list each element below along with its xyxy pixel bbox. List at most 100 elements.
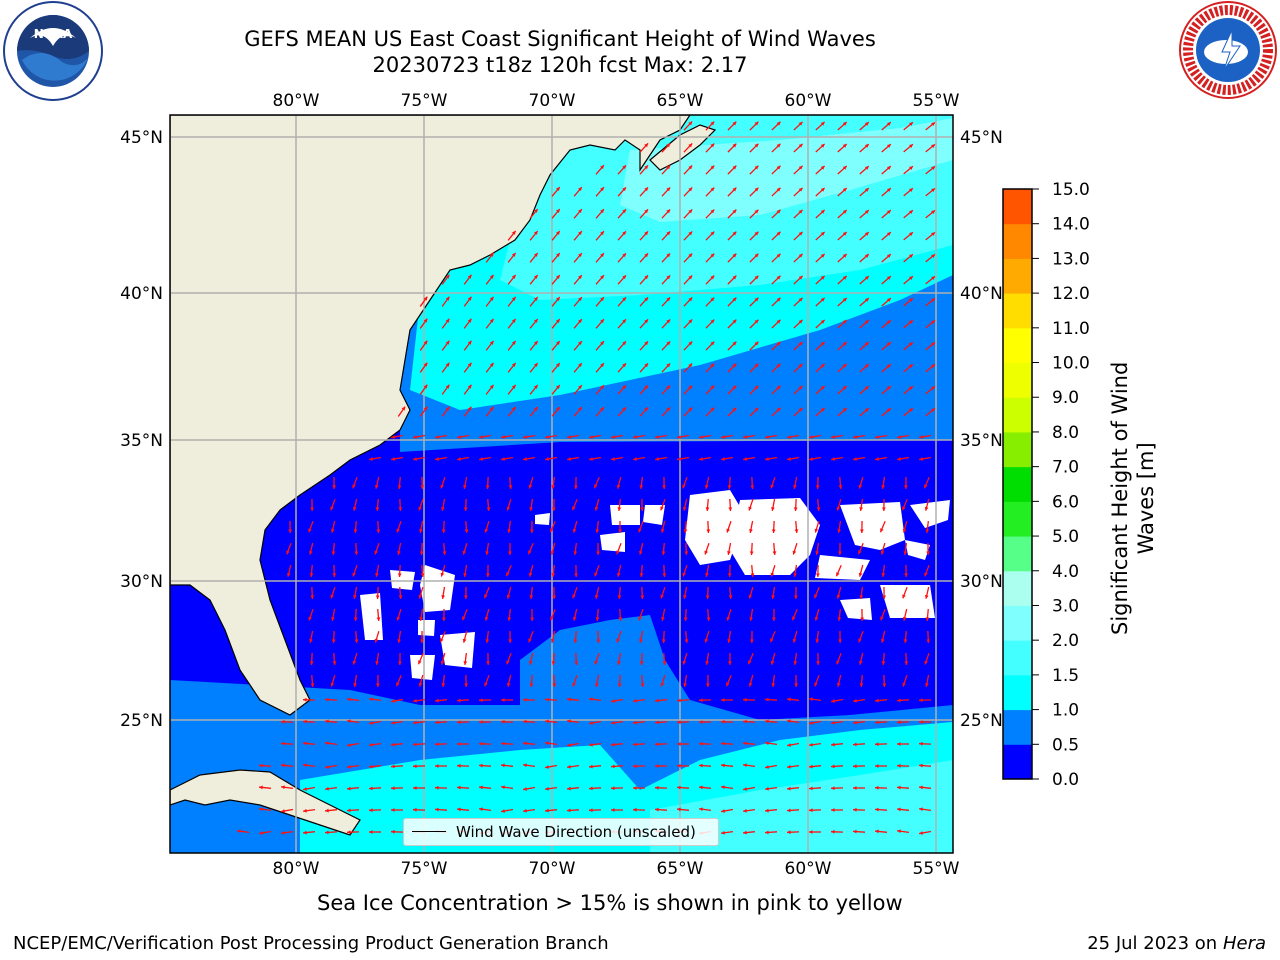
wave-direction-arrowhead [919,457,923,461]
wave-direction-arrowhead [798,341,803,346]
wave-direction-arrowhead [683,683,688,687]
wave-direction-arrowhead [897,807,901,812]
wave-direction-arrowhead [902,594,906,599]
wave-direction-arrowhead [831,742,835,747]
wave-direction-arrowhead [633,698,637,703]
wave-direction-arrowhead [467,318,472,323]
wave-direction-arrowhead [353,595,357,599]
wave-direction-arrowhead [886,408,891,412]
wave-direction-arrowhead [765,830,769,835]
wave-direction-arrowhead [732,121,737,126]
wave-direction-arrowhead [511,318,516,323]
wave-direction-arrowhead [776,121,781,126]
wave-direction-arrowhead [545,435,549,439]
wave-direction-arrowhead [281,741,285,746]
wave-direction-arrowhead [710,341,715,346]
wave-direction-arrowhead [666,231,671,236]
wave-direction-arrowhead [616,484,621,489]
wave-direction-arrowhead [441,595,446,599]
wave-direction-arrowhead [776,363,781,368]
wave-direction-arrowhead [551,573,556,577]
wave-direction-arrowhead [325,741,329,746]
wave-direction-arrowhead [533,253,538,257]
wave-direction-arrowhead [931,298,935,303]
wave-direction-arrowhead [864,144,869,148]
wave-direction-arrowhead [902,616,907,621]
wave-direction-arrowhead [683,595,687,599]
wave-direction-arrowhead [511,340,516,345]
wave-direction-arrowhead [814,616,819,621]
wave-direction-arrowhead [798,275,803,280]
wave-direction-arrowhead [666,363,671,368]
wave-direction-arrowhead [567,697,571,702]
wave-direction-arrowhead [831,808,835,812]
wave-direction-arrowhead [743,830,747,835]
wave-direction-arrowhead [792,616,796,621]
wave-direction-arrowhead [479,807,483,812]
wave-direction-arrowhead [589,786,593,791]
wave-direction-arrowhead [842,232,847,236]
lat-tick-label-right: 25°N [960,711,1003,731]
wave-direction-arrowhead [352,572,357,577]
wave-direction-arrowhead [281,763,285,768]
wave-direction-arrowhead [882,683,887,687]
wave-direction-arrowhead [578,385,582,390]
wave-direction-arrowhead [457,457,461,461]
wave-direction-arrowhead [926,551,931,555]
colorbar-tick-label: 10.0 [1052,354,1090,374]
wave-direction-arrowhead [754,231,759,236]
wave-direction-arrowhead [688,341,693,346]
wave-direction-arrowhead [413,435,417,439]
lat-tick-label-left: 30°N [120,572,163,592]
wave-direction-arrowhead [288,529,293,533]
wave-direction-arrowhead [771,617,776,621]
wave-direction-arrowhead [556,187,560,191]
wave-direction-arrowhead [853,764,857,769]
wave-direction-arrowhead [682,572,687,577]
wave-direction-arrowhead [616,572,621,577]
wave-direction-arrowhead [622,341,626,346]
wave-direction-arrowhead [931,320,935,325]
wave-direction-arrowhead [732,363,737,368]
wave-direction-arrowhead [551,507,556,511]
wave-direction-arrowhead [530,617,535,621]
wave-direction-arrowhead [776,187,781,192]
wave-direction-arrowhead [838,639,843,643]
wave-direction-arrowhead [908,254,913,258]
wave-direction-arrowhead [776,385,781,390]
wave-direction-arrowhead [391,786,395,791]
colorbar-swatch [1003,362,1032,398]
wave-direction-arrowhead [728,507,733,511]
wave-direction-arrowhead [798,253,803,258]
wave-direction-arrowhead [545,457,549,461]
wave-direction-arrowhead [880,528,884,533]
wave-direction-arrowhead [926,639,931,643]
wave-direction-arrowhead [435,785,439,790]
wave-direction-arrowhead [578,275,582,280]
wave-direction-arrowhead [556,385,560,389]
wave-direction-arrowhead [875,698,879,703]
wave-direction-arrowhead [749,617,754,621]
wave-direction-arrowhead [814,528,819,533]
wave-direction-arrowhead [754,407,759,412]
wave-direction-arrowhead [820,297,825,302]
wave-direction-arrowhead [331,617,335,621]
colorbar-tick-label: 15.0 [1052,180,1090,200]
wave-direction-arrowhead [589,808,593,813]
wave-direction-arrowhead [688,275,693,280]
wave-direction-arrowhead [662,485,667,489]
wave-direction-arrowhead [776,297,781,302]
wave-direction-arrowhead [661,617,665,621]
wave-direction-arrowhead [574,573,579,577]
wave-direction-arrowhead [798,121,803,126]
wave-direction-arrowhead [589,457,593,461]
wave-direction-arrowhead [919,763,923,768]
wave-direction-arrowhead [418,506,423,511]
wave-direction-arrowhead [754,121,759,126]
wave-direction-arrowhead [391,764,395,769]
wave-direction-arrowhead [880,638,885,643]
colorbar-tick-label: 4.0 [1052,562,1079,582]
wave-direction-arrowhead [931,122,935,127]
wave-direction-arrowhead [622,297,626,302]
wave-direction-arrowhead [880,616,884,621]
